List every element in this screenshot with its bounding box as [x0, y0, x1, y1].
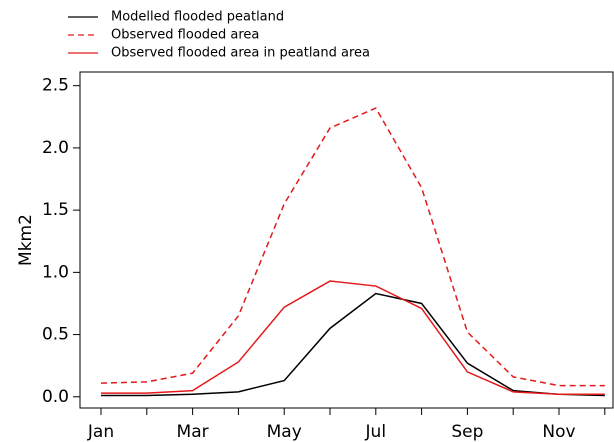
x-tick-label: Jan — [87, 422, 114, 442]
x-tick-label: Jul — [365, 422, 387, 442]
y-tick-label: 2.5 — [42, 76, 69, 96]
legend-label: Observed flooded area — [111, 28, 259, 43]
x-tick-label: Mar — [177, 422, 209, 442]
y-tick-label: 1.5 — [42, 200, 69, 220]
y-tick-label: 1.0 — [42, 262, 69, 282]
series-line — [101, 292, 605, 397]
y-axis-label: Mkm2 — [16, 214, 36, 266]
x-tick-label: May — [267, 422, 302, 442]
y-tick-label: 2.0 — [42, 138, 69, 158]
x-tick-label: Sep — [451, 422, 483, 442]
x-tick-label: Nov — [542, 422, 575, 442]
y-tick-label: 0.0 — [42, 387, 69, 407]
legend-label: Observed flooded area in peatland area — [111, 46, 370, 61]
series-line — [100, 107, 605, 387]
plot-frame — [79, 71, 614, 409]
y-tick-label: 0.5 — [42, 325, 69, 345]
series-line — [101, 280, 605, 396]
legend-label: Modelled flooded peatland — [111, 10, 284, 25]
